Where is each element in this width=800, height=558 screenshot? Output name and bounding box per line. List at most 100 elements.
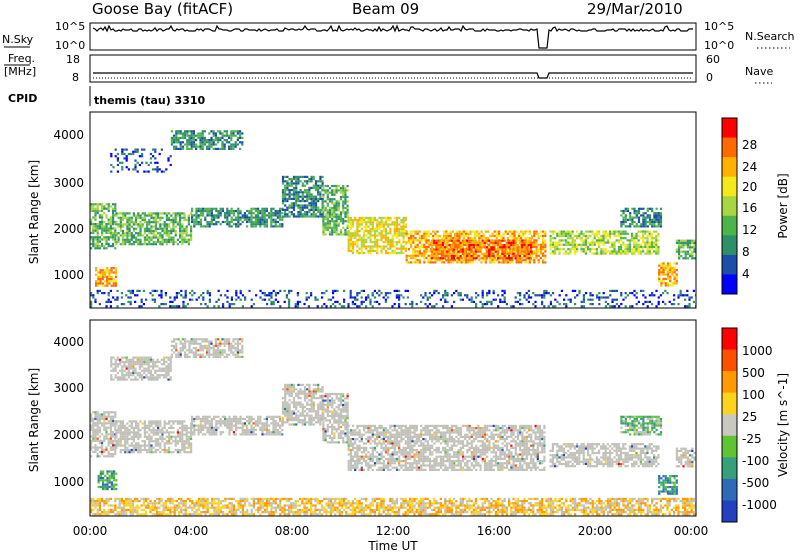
power-colorbar-swatch-6: [722, 235, 737, 255]
time-x-axis: 00:00 04:00 08:00 12:00 16:00 20:00 00:0…: [73, 524, 709, 553]
vel-cbar-25: 25: [742, 410, 757, 424]
power-colorbar-swatch-2: [722, 157, 737, 177]
freq-tick-top: 18: [66, 53, 80, 66]
xtick-0800: 08:00: [275, 524, 310, 538]
vel-ytick-1000: 1000: [53, 475, 84, 489]
power-colorbar-swatch-0: [722, 118, 737, 138]
power-region-12: [620, 208, 662, 228]
vel-ytick-2000: 2000: [53, 428, 84, 442]
velocity-cbar-label: Velocity [m s^-1]: [776, 373, 790, 477]
power-colorbar-swatch-1: [722, 138, 737, 158]
cpid-panel: CPID themis (tau) 3310: [8, 86, 206, 107]
xlabel-time-ut: Time UT: [367, 539, 418, 553]
power-data-layer: [90, 130, 698, 307]
nsky-trace: [93, 26, 693, 48]
nave-label: Nave: [745, 65, 773, 78]
velocity-region-3: [110, 357, 172, 381]
vel-cbar-1000: 1000: [742, 344, 773, 358]
velocity-panel: 4000 3000 2000 1000 Slant Range [km] 00:…: [27, 320, 790, 553]
nsearch-label: N.Search: [745, 30, 795, 43]
velocity-colorbar-swatch-8: [722, 500, 737, 522]
velocity-region-7: [322, 393, 348, 444]
velocity-colorbar-swatch-3: [722, 393, 737, 415]
vel-cbar-m1000: -1000: [742, 498, 777, 512]
vel-cbar-m100: -100: [742, 454, 769, 468]
vel-cbar-100: 100: [742, 388, 765, 402]
nave-tick-bottom: 0: [706, 71, 713, 84]
velocity-colorbar-swatch-7: [722, 479, 737, 501]
nsky-panel: N.Sky 10^5 10^0 10^5 10^0 N.Search: [2, 20, 795, 52]
power-colorbar-swatch-7: [722, 255, 737, 275]
power-region-15: [90, 290, 697, 308]
xtick-1200: 12:00: [376, 524, 411, 538]
vel-cbar-m25: -25: [742, 432, 762, 446]
power-region-4: [171, 130, 244, 150]
nsearch-tick-top: 10^5: [704, 20, 734, 33]
freq-panel: Freq. [MHz] 18 8 60 0 Nave: [4, 52, 773, 84]
freq-tick-bottom: 8: [72, 71, 79, 84]
power-region-7: [322, 185, 348, 236]
power-ytick-2000: 2000: [53, 222, 84, 236]
power-ylabel: Slant Range [km]: [27, 160, 41, 264]
freq-unit-label: [MHz]: [4, 65, 36, 78]
xtick-2400: 00:00: [674, 524, 709, 538]
power-y-axis: 4000 3000 2000 1000: [53, 128, 84, 282]
velocity-colorbar-swatch-5: [722, 436, 737, 458]
station-title: Goose Bay (fitACF): [92, 0, 233, 18]
power-ytick-4000: 4000: [53, 128, 84, 142]
vel-cbar-m500: -500: [742, 476, 769, 490]
velocity-ylabel: Slant Range [km]: [27, 368, 41, 472]
nsky-tick-top: 10^5: [55, 20, 85, 33]
power-ytick-3000: 3000: [53, 176, 84, 190]
date-title: 29/Mar/2010: [587, 0, 683, 18]
velocity-region-8: [348, 425, 546, 471]
velocity-colorbar-swatch-1: [722, 350, 737, 372]
velocity-region-6: [282, 384, 324, 426]
freq-label: Freq.: [8, 52, 35, 65]
velocity-colorbar-swatch-4: [722, 414, 737, 436]
xtick-1600: 16:00: [477, 524, 512, 538]
power-cbar-16: 16: [742, 201, 757, 215]
nave-tick-top: 60: [706, 53, 720, 66]
velocity-region-10: [620, 416, 662, 436]
nsky-tick-bottom: 10^0: [55, 39, 85, 52]
power-region-2: [115, 212, 192, 245]
power-region-11: [550, 231, 660, 255]
power-colorbar-swatch-4: [722, 196, 737, 216]
vel-ytick-3000: 3000: [53, 381, 84, 395]
power-region-6: [282, 176, 324, 218]
velocity-region-1: [98, 470, 118, 490]
beam-title: Beam 09: [352, 0, 419, 18]
power-region-5: [191, 208, 283, 228]
power-colorbar-swatch-8: [722, 274, 737, 294]
power-region-8: [348, 217, 407, 254]
velocity-region-0: [90, 411, 116, 457]
power-cbar-4: 4: [742, 267, 750, 281]
velocity-region-12: [676, 448, 698, 468]
xtick-0400: 04:00: [174, 524, 209, 538]
velocity-region-2: [115, 420, 192, 453]
vel-cbar-500: 500: [742, 366, 765, 380]
power-region-13: [658, 262, 678, 286]
nsky-label: N.Sky: [2, 33, 34, 46]
velocity-region-5: [191, 416, 283, 436]
velocity-region-11: [658, 475, 678, 495]
cpid-value: themis (tau) 3310: [94, 94, 206, 107]
velocity-colorbar: 1000 500 100 25 -25 -100 -500 -1000 Velo…: [722, 328, 790, 523]
power-cbar-12: 12: [742, 223, 757, 237]
power-cbar-20: 20: [742, 180, 757, 194]
velocity-colorbar-swatch-2: [722, 371, 737, 393]
power-cbar-28: 28: [742, 138, 757, 152]
velocity-region-9: [550, 443, 660, 467]
power-region-0: [90, 203, 116, 249]
velocity-colorbar-swatch-0: [722, 328, 737, 350]
nsearch-tick-bottom: 10^0: [704, 39, 734, 52]
velocity-colorbar-swatch-6: [722, 457, 737, 479]
power-cbar-8: 8: [742, 245, 750, 259]
power-region-3: [110, 149, 172, 173]
freq-trace: [93, 73, 693, 78]
velocity-region-4: [171, 338, 244, 358]
power-panel: 4000 3000 2000 1000 Slant Range [km] 28 …: [27, 112, 790, 308]
power-cbar-label: Power [dB]: [776, 173, 790, 238]
